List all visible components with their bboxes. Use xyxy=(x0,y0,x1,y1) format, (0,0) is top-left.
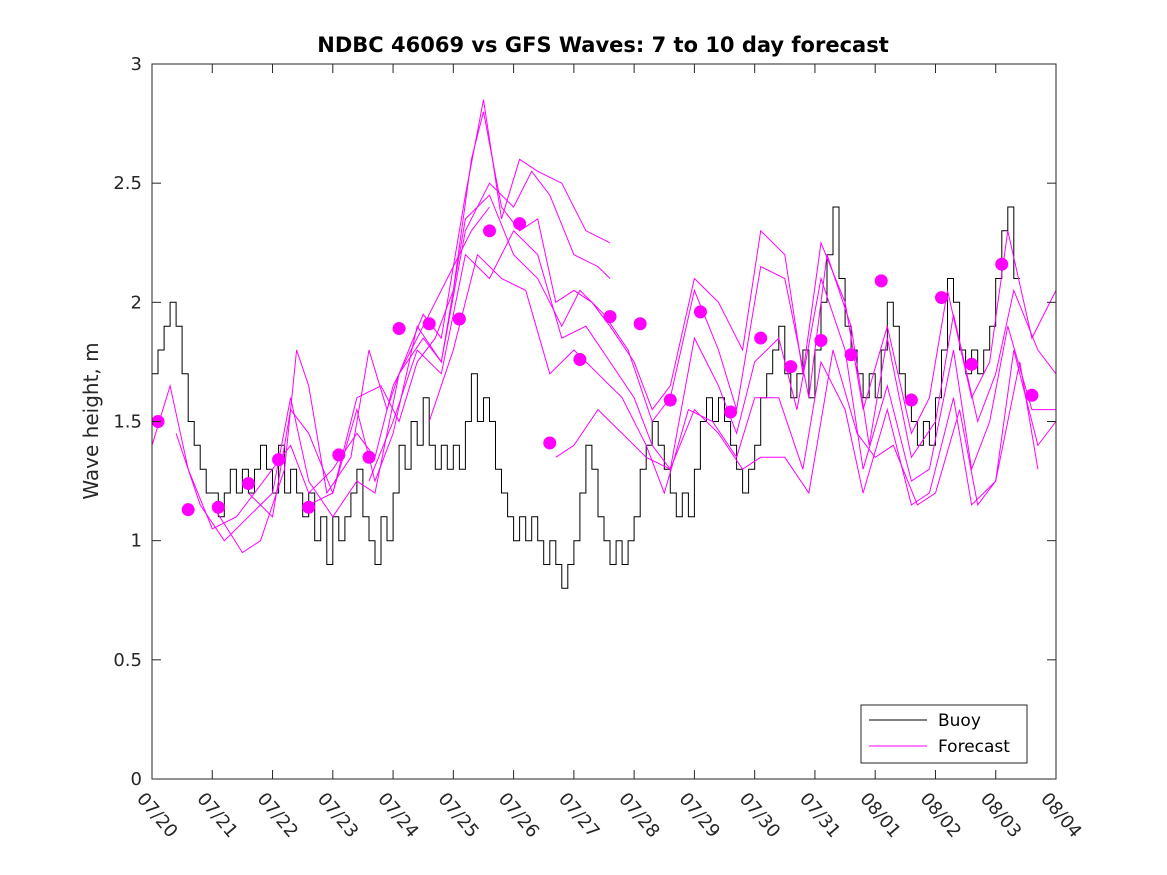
x-tick-label-1: 07/21 xyxy=(192,789,241,842)
forecast-marker-19 xyxy=(724,405,738,419)
forecast-marker-15 xyxy=(603,310,617,324)
forecast-marker-24 xyxy=(874,274,888,288)
buoy-line xyxy=(152,206,1020,589)
forecast-marker-27 xyxy=(965,357,979,371)
x-tick-label-13: 08/02 xyxy=(916,789,965,842)
forecast-line-6 xyxy=(368,229,1056,482)
forecast-line-3 xyxy=(211,99,611,554)
forecast-marker-2 xyxy=(211,500,225,514)
forecast-marker-16 xyxy=(633,317,647,331)
forecast-marker-3 xyxy=(241,476,255,490)
forecast-line-5 xyxy=(308,194,1057,506)
x-tick-label-7: 07/27 xyxy=(554,789,603,842)
y-tick-label-3: 1.5 xyxy=(113,412,142,433)
forecast-marker-22 xyxy=(814,333,828,347)
forecast-marker-23 xyxy=(844,348,858,362)
forecast-marker-13 xyxy=(543,436,557,450)
forecast-marker-25 xyxy=(904,393,918,407)
y-tick-label-2: 1 xyxy=(131,531,142,552)
forecast-marker-10 xyxy=(452,312,466,326)
chart-title: NDBC 46069 vs GFS Waves: 7 to 10 day for… xyxy=(317,33,888,57)
forecast-line-7 xyxy=(428,253,1057,506)
x-tick-label-0: 07/20 xyxy=(132,789,181,842)
legend-box xyxy=(860,704,1028,764)
forecast-marker-8 xyxy=(392,322,406,336)
forecast-marker-11 xyxy=(482,224,496,238)
forecast-line-8 xyxy=(555,349,1039,507)
x-tick-label-9: 07/29 xyxy=(675,789,724,842)
forecast-line-1 xyxy=(151,206,490,530)
forecast-marker-18 xyxy=(693,305,707,319)
forecast-line-4 xyxy=(248,111,1057,518)
y-tick-label-6: 3 xyxy=(131,54,142,75)
x-tick-label-10: 07/30 xyxy=(735,789,784,842)
legend-forecast-label: Forecast xyxy=(938,737,1010,757)
x-tick-label-5: 07/25 xyxy=(434,789,483,842)
legend-buoy-label: Buoy xyxy=(938,711,981,731)
forecast-marker-21 xyxy=(784,360,798,374)
x-tick-label-8: 07/28 xyxy=(614,789,663,842)
forecast-marker-17 xyxy=(663,393,677,407)
forecast-marker-20 xyxy=(754,331,768,345)
y-tick-label-1: 0.5 xyxy=(113,650,142,671)
forecast-marker-28 xyxy=(995,257,1009,271)
forecast-marker-14 xyxy=(573,353,587,367)
y-tick-label-5: 2.5 xyxy=(113,173,142,194)
plot-area xyxy=(151,99,1057,589)
axes-box xyxy=(151,63,1057,780)
forecast-marker-5 xyxy=(302,500,316,514)
forecast-marker-9 xyxy=(422,317,436,331)
y-axis-label: Wave height, m xyxy=(79,342,103,499)
x-tick-label-2: 07/22 xyxy=(253,789,302,842)
forecast-marker-6 xyxy=(332,448,346,462)
x-tick-label-15: 08/04 xyxy=(1036,789,1085,842)
forecast-marker-29 xyxy=(1025,388,1039,402)
x-tick-label-11: 07/31 xyxy=(795,789,844,842)
forecast-marker-12 xyxy=(513,217,527,231)
x-tick-label-14: 08/03 xyxy=(976,789,1025,842)
forecast-marker-1 xyxy=(181,503,195,517)
forecast-marker-4 xyxy=(272,453,286,467)
y-tick-label-0: 0 xyxy=(131,769,142,790)
forecast-marker-26 xyxy=(934,291,948,305)
legend: Buoy Forecast xyxy=(860,704,1028,764)
y-tick-label-4: 2 xyxy=(131,292,142,313)
x-tick-label-12: 08/01 xyxy=(855,789,904,842)
forecast-marker-7 xyxy=(362,450,376,464)
x-tick-label-3: 07/23 xyxy=(313,789,362,842)
x-tick-label-4: 07/24 xyxy=(373,789,422,842)
x-tick-label-6: 07/26 xyxy=(494,789,543,842)
